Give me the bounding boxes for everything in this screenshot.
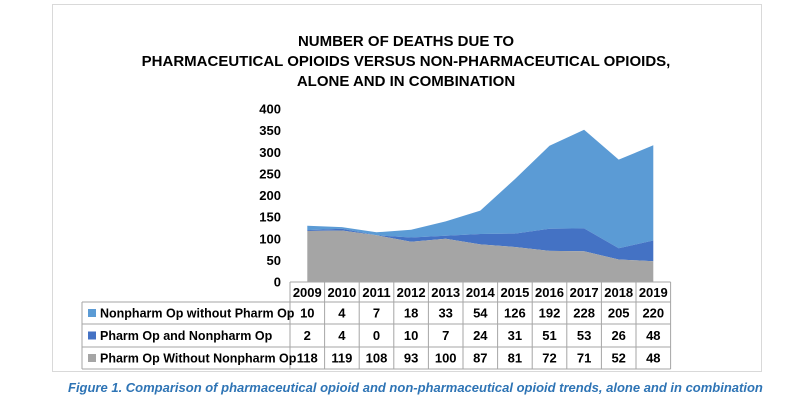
chart-title: NUMBER OF DEATHS DUE TO PHARMACEUTICAL O… xyxy=(52,32,760,92)
y-tick-label: 200 xyxy=(259,188,281,203)
y-tick-label: 350 xyxy=(259,123,281,138)
data-value: 26 xyxy=(611,328,625,343)
x-tick-label: 2013 xyxy=(431,285,460,300)
data-value: 205 xyxy=(608,306,630,321)
data-value: 10 xyxy=(404,328,418,343)
area-pharm-without-nonpharm xyxy=(307,230,654,282)
x-tick-label: 2011 xyxy=(362,285,390,300)
area-pharm-and-nonpharm xyxy=(307,228,654,262)
x-tick-label: 2016 xyxy=(535,285,564,300)
data-value: 24 xyxy=(473,328,488,343)
data-value: 81 xyxy=(508,351,522,366)
chart-title-line-3: ALONE AND IN COMBINATION xyxy=(296,73,516,90)
data-value: 93 xyxy=(404,351,418,366)
y-tick-label: 300 xyxy=(259,145,281,160)
y-tick-label: 250 xyxy=(259,166,281,181)
legend-label: Pharm Op and Nonpharm Op xyxy=(100,329,273,343)
data-value: 108 xyxy=(366,351,388,366)
x-tick-label: 2014 xyxy=(466,285,496,300)
area-nonpharm-without-pharm xyxy=(307,129,654,249)
data-value: 220 xyxy=(642,306,664,321)
legend-swatch xyxy=(88,331,96,340)
data-value: 2 xyxy=(304,328,311,343)
x-tick-label: 2018 xyxy=(604,285,633,300)
data-value: 0 xyxy=(373,328,380,343)
y-tick-label: 50 xyxy=(267,253,281,268)
legend-swatch xyxy=(88,354,96,362)
data-value: 228 xyxy=(573,306,595,321)
legend-swatch xyxy=(88,309,96,317)
x-tick-label: 2009 xyxy=(293,285,322,300)
data-value: 33 xyxy=(438,306,452,321)
data-value: 7 xyxy=(373,306,380,321)
legend-label: Nonpharm Op without Pharm Op xyxy=(100,307,295,321)
y-tick-label: 400 xyxy=(259,102,281,117)
data-value: 54 xyxy=(473,306,488,321)
x-tick-label: 2010 xyxy=(327,285,356,300)
x-tick-label: 2012 xyxy=(397,285,426,300)
data-value: 71 xyxy=(577,351,591,366)
y-tick-label: 0 xyxy=(274,275,281,290)
x-tick-label: 2017 xyxy=(570,285,599,300)
data-value: 48 xyxy=(646,328,660,343)
data-value: 118 xyxy=(297,351,318,366)
data-value: 126 xyxy=(504,306,526,321)
data-value: 4 xyxy=(338,306,346,321)
data-value: 52 xyxy=(611,351,625,366)
data-value: 87 xyxy=(473,351,487,366)
x-tick-label: 2019 xyxy=(639,285,668,300)
data-value: 51 xyxy=(542,328,556,343)
data-value: 31 xyxy=(508,328,522,343)
data-value: 53 xyxy=(577,328,591,343)
data-value: 72 xyxy=(542,351,556,366)
data-value: 10 xyxy=(300,306,314,321)
data-value: 48 xyxy=(646,351,660,366)
figure-caption: Figure 1. Comparison of pharmaceutical o… xyxy=(68,380,763,395)
y-tick-label: 150 xyxy=(259,210,281,225)
chart-title-line-2: PHARMACEUTICAL OPIOIDS VERSUS NON-PHARMA… xyxy=(141,53,671,70)
chart-title-line-1: NUMBER OF DEATHS DUE TO xyxy=(297,33,515,50)
data-value: 100 xyxy=(435,351,457,366)
data-value: 18 xyxy=(404,306,418,321)
data-value: 192 xyxy=(539,306,561,321)
y-tick-label: 100 xyxy=(259,231,281,246)
data-value: 7 xyxy=(442,328,449,343)
x-tick-label: 2015 xyxy=(500,285,529,300)
data-value: 119 xyxy=(331,351,352,366)
legend-label: Pharm Op Without Nonpharm Op xyxy=(100,352,297,366)
data-value: 4 xyxy=(338,328,346,343)
